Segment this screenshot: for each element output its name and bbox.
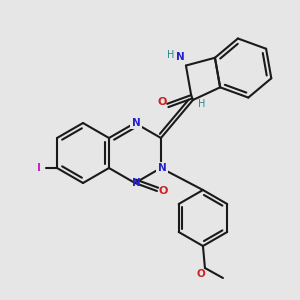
Text: O: O	[158, 186, 168, 196]
Text: I: I	[37, 163, 41, 173]
Text: H: H	[167, 50, 175, 59]
Text: N: N	[158, 163, 166, 173]
Text: N: N	[132, 118, 140, 128]
Text: N: N	[132, 178, 140, 188]
Text: O: O	[158, 97, 167, 107]
Text: O: O	[196, 269, 205, 279]
Text: N: N	[176, 52, 184, 61]
Text: H: H	[198, 99, 206, 109]
Text: N: N	[132, 118, 140, 128]
